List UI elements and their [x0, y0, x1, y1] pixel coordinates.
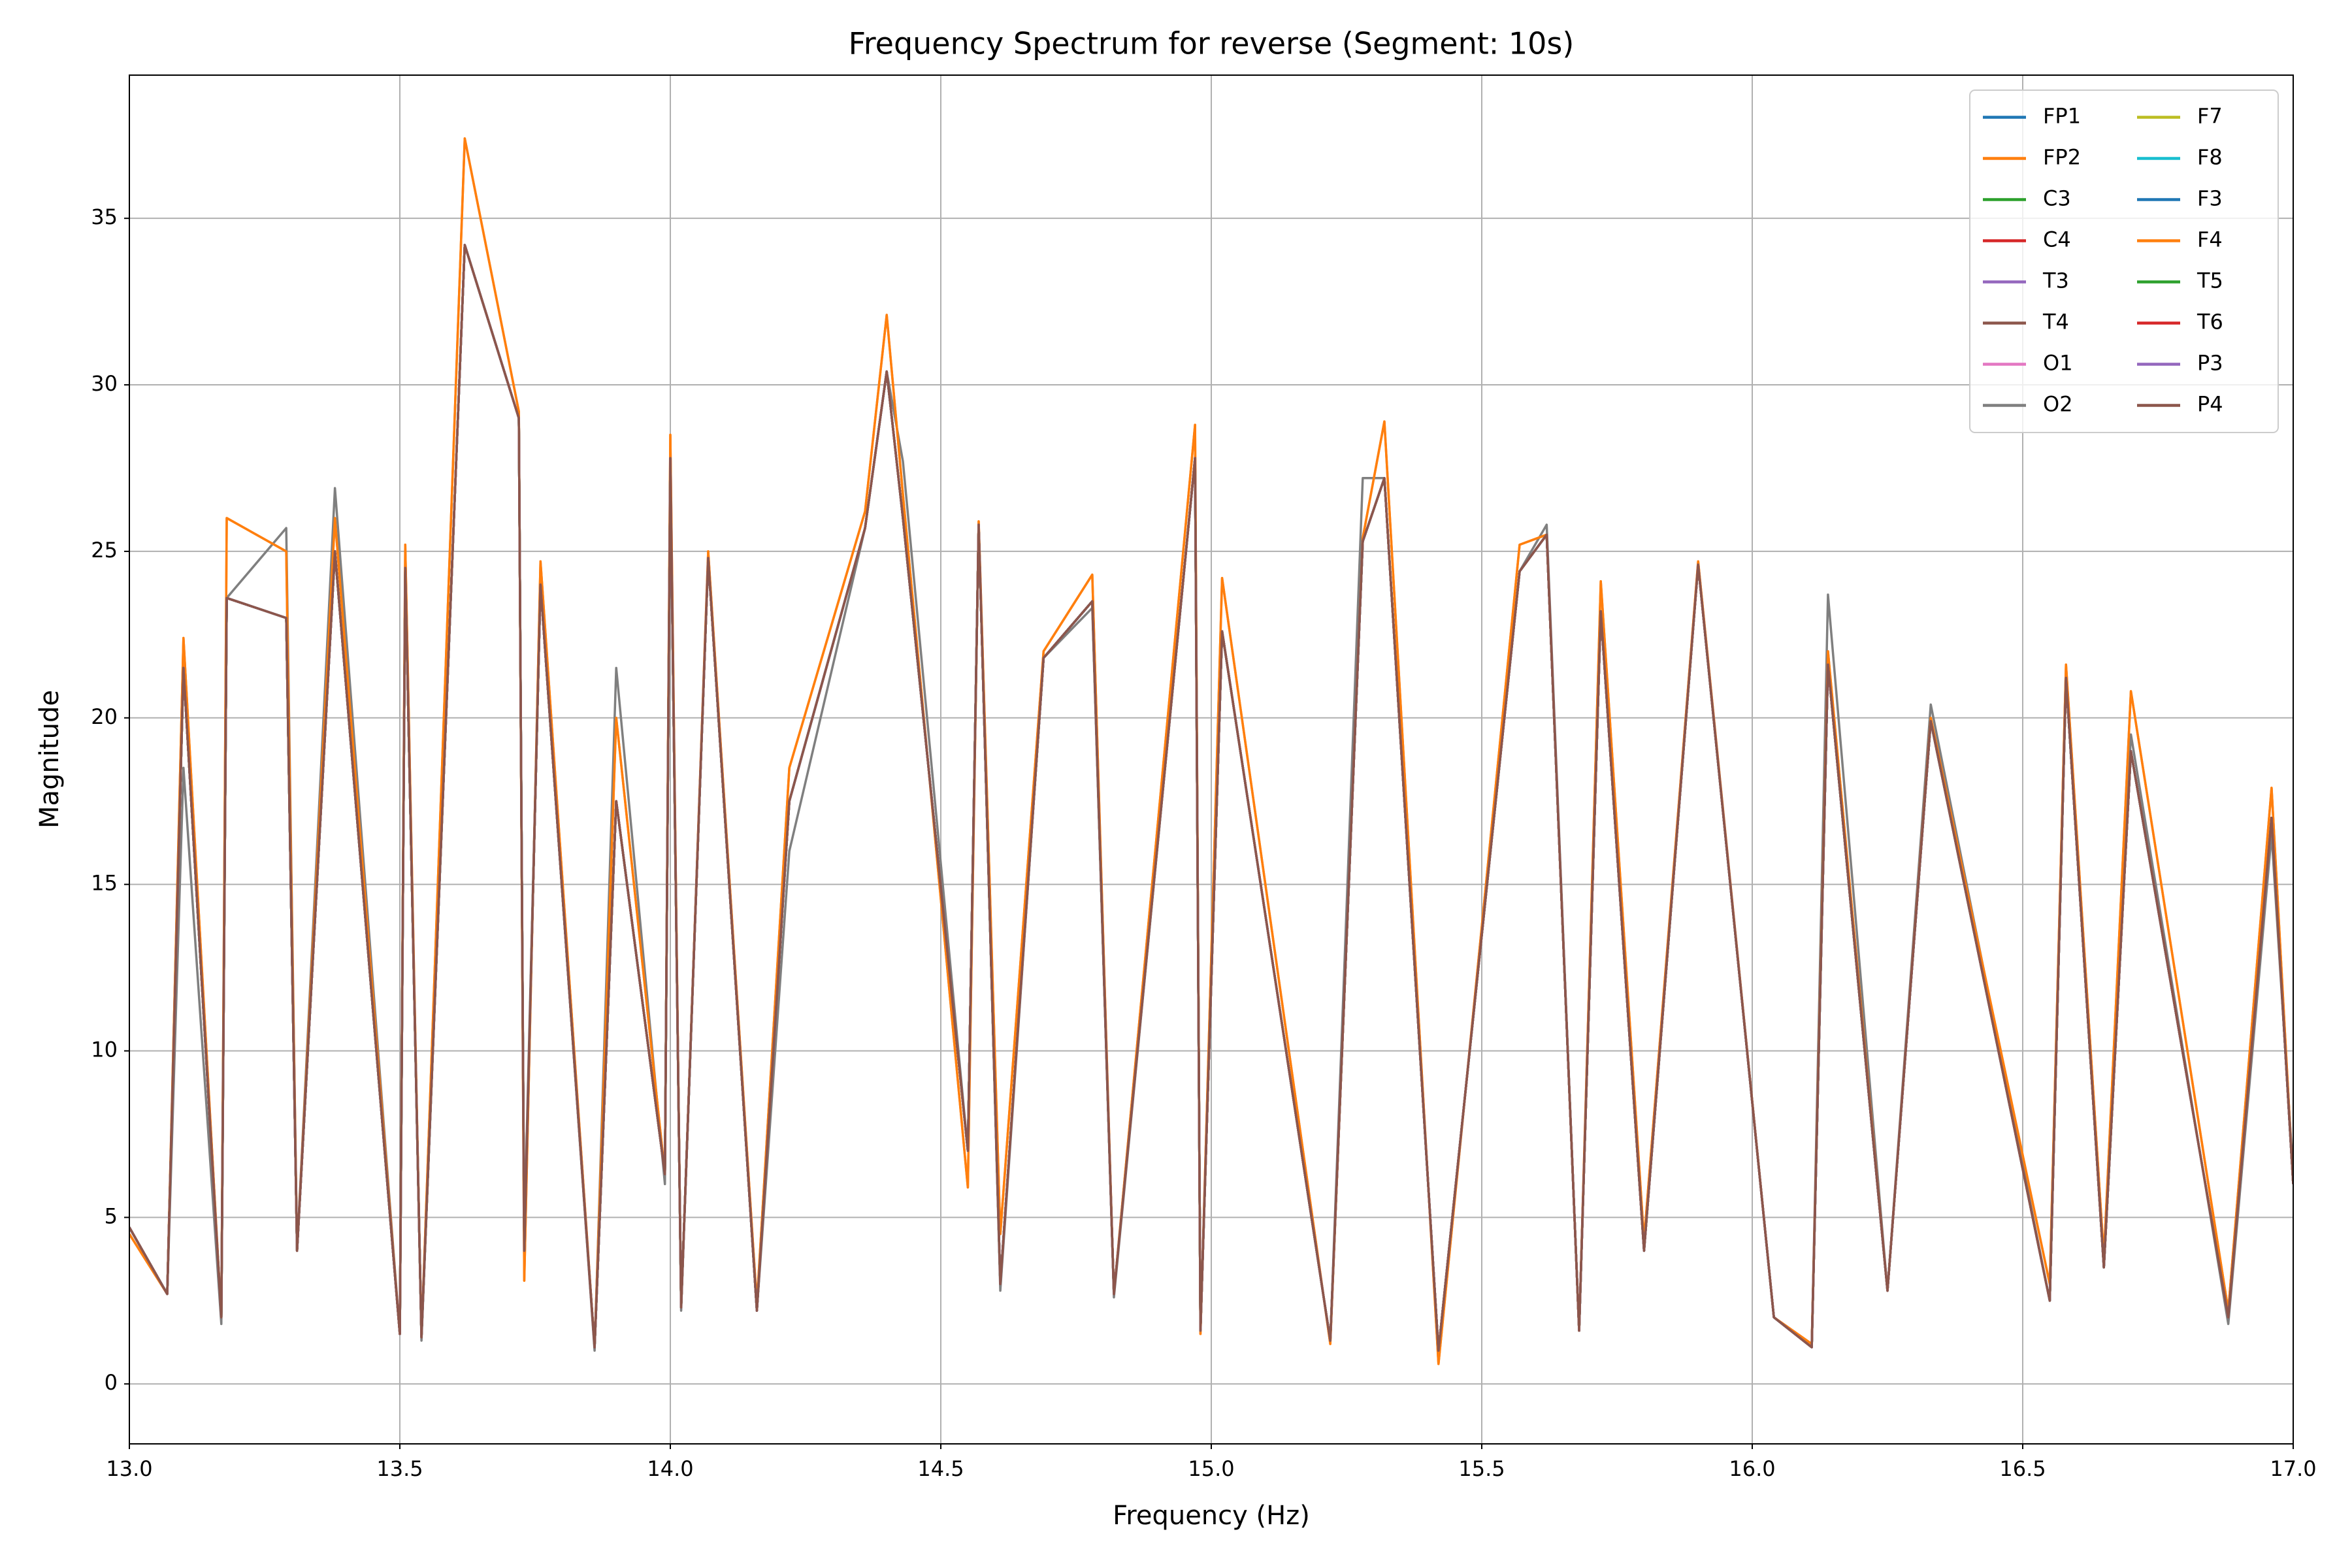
- y-axis-label: Magnitude: [35, 690, 65, 828]
- x-tick-label: 14.5: [917, 1456, 964, 1481]
- legend-label: C4: [2043, 227, 2071, 252]
- legend-label: O2: [2043, 392, 2073, 417]
- legend-label: T4: [2042, 310, 2069, 335]
- y-tick-label: 30: [91, 371, 118, 396]
- legend-label: P4: [2197, 392, 2223, 417]
- legend-box: [1969, 90, 2279, 433]
- y-tick-label: 10: [91, 1037, 118, 1062]
- legend-label: T6: [2197, 310, 2223, 335]
- legend-label: F8: [2197, 145, 2223, 170]
- x-tick-label: 15.5: [1458, 1456, 1505, 1481]
- x-axis-label: Frequency (Hz): [1113, 1501, 1310, 1531]
- y-tick-label: 5: [105, 1203, 118, 1228]
- plot-frame: [129, 74, 2294, 1445]
- y-tick-label: 35: [91, 204, 118, 229]
- x-tick-label: 17.0: [2270, 1456, 2316, 1481]
- legend-label: F4: [2197, 227, 2223, 252]
- x-tick-label: 13.0: [106, 1456, 152, 1481]
- x-tick-label: 13.5: [376, 1456, 423, 1481]
- legend-label: C3: [2043, 186, 2071, 211]
- legend-label: FP1: [2043, 104, 2081, 129]
- y-tick-label: 20: [91, 704, 118, 729]
- legend-label: T3: [2042, 269, 2069, 293]
- x-tick-label: 16.0: [1729, 1456, 1775, 1481]
- x-tick-label: 14.0: [647, 1456, 693, 1481]
- legend-label: F3: [2197, 186, 2223, 211]
- y-tick-label: 15: [91, 871, 118, 896]
- chart-title: Frequency Spectrum for reverse (Segment:…: [849, 26, 1575, 61]
- legend-label: F7: [2197, 104, 2223, 129]
- y-tick-label: 25: [91, 538, 118, 563]
- x-tick-label: 15.0: [1188, 1456, 1234, 1481]
- y-tick-label: 0: [105, 1370, 118, 1395]
- legend-label: T5: [2197, 269, 2223, 293]
- series-line: [129, 244, 2293, 1352]
- legend-label: O1: [2043, 351, 2073, 376]
- legend-label: FP2: [2043, 145, 2081, 170]
- x-tick-label: 16.5: [1999, 1456, 2046, 1481]
- legend-label: P3: [2197, 351, 2223, 376]
